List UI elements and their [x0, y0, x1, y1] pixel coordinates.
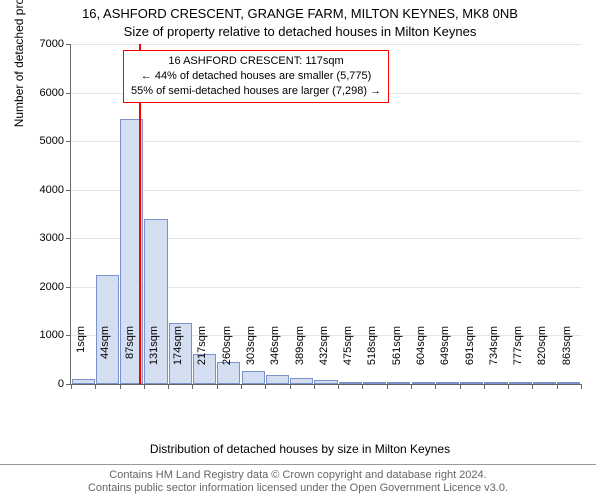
- x-tick-mark: [265, 384, 266, 389]
- x-tick-mark: [411, 384, 412, 389]
- x-tick-mark: [168, 384, 169, 389]
- x-tick-mark: [532, 384, 533, 389]
- chart-container: 16, ASHFORD CRESCENT, GRANGE FARM, MILTO…: [0, 0, 600, 500]
- gridline: [71, 190, 581, 191]
- x-tick-mark: [120, 384, 121, 389]
- x-tick-mark: [387, 384, 388, 389]
- x-tick-label: 217sqm: [196, 326, 208, 386]
- y-tick-label: 0: [24, 378, 64, 390]
- x-tick-label: 303sqm: [245, 326, 257, 386]
- y-tick-mark: [66, 190, 71, 191]
- y-tick-mark: [66, 335, 71, 336]
- x-tick-label: 87sqm: [124, 326, 136, 386]
- page-title: 16, ASHFORD CRESCENT, GRANGE FARM, MILTO…: [0, 6, 600, 21]
- x-tick-mark: [362, 384, 363, 389]
- gridline: [71, 141, 581, 142]
- annotation-line: ← 44% of detached houses are smaller (5,…: [131, 69, 381, 84]
- x-tick-label: 649sqm: [439, 326, 451, 386]
- y-tick-label: 3000: [24, 232, 64, 244]
- x-tick-mark: [241, 384, 242, 389]
- x-tick-label: 734sqm: [488, 326, 500, 386]
- y-tick-label: 1000: [24, 329, 64, 341]
- x-tick-label: 475sqm: [342, 326, 354, 386]
- x-tick-mark: [290, 384, 291, 389]
- plot-area: 1sqm 44sqm 87sqm 131sqm 174sqm 217sqm 260sqm 30…: [70, 44, 581, 385]
- x-tick-label: 777sqm: [512, 326, 524, 386]
- y-tick-mark: [66, 93, 71, 94]
- x-tick-mark: [435, 384, 436, 389]
- x-tick-label: 561sqm: [391, 326, 403, 386]
- annotation-box: 16 ASHFORD CRESCENT: 117sqm← 44% of deta…: [123, 50, 389, 103]
- x-tick-label: 604sqm: [415, 326, 427, 386]
- y-tick-mark: [66, 287, 71, 288]
- x-axis-label: Distribution of detached houses by size …: [0, 442, 600, 456]
- y-tick-mark: [66, 44, 71, 45]
- x-tick-mark: [71, 384, 72, 389]
- x-tick-label: 131sqm: [148, 326, 160, 386]
- x-tick-mark: [192, 384, 193, 389]
- x-tick-label: 432sqm: [318, 326, 330, 386]
- x-tick-label: 820sqm: [536, 326, 548, 386]
- x-tick-mark: [460, 384, 461, 389]
- y-tick-label: 2000: [24, 281, 64, 293]
- y-axis-label: Number of detached properties: [12, 0, 26, 127]
- y-tick-label: 5000: [24, 135, 64, 147]
- x-tick-label: 518sqm: [366, 326, 378, 386]
- footer-line-2: Contains public sector information licen…: [88, 482, 508, 494]
- x-tick-label: 389sqm: [294, 326, 306, 386]
- x-tick-label: 691sqm: [464, 326, 476, 386]
- y-tick-mark: [66, 238, 71, 239]
- x-tick-mark: [144, 384, 145, 389]
- footer-line-1: Contains HM Land Registry data © Crown c…: [109, 469, 486, 481]
- x-tick-label: 863sqm: [561, 326, 573, 386]
- x-tick-label: 174sqm: [172, 326, 184, 386]
- x-tick-mark: [95, 384, 96, 389]
- y-tick-label: 6000: [24, 87, 64, 99]
- x-tick-label: 346sqm: [269, 326, 281, 386]
- annotation-line: 55% of semi-detached houses are larger (…: [131, 84, 381, 99]
- x-tick-mark: [508, 384, 509, 389]
- x-tick-mark: [338, 384, 339, 389]
- footer-attribution: Contains HM Land Registry data © Crown c…: [0, 464, 596, 497]
- y-tick-mark: [66, 141, 71, 142]
- y-tick-label: 4000: [24, 184, 64, 196]
- x-tick-label: 1sqm: [75, 326, 87, 386]
- x-tick-mark: [484, 384, 485, 389]
- x-tick-label: 260sqm: [221, 326, 233, 386]
- x-tick-mark: [581, 384, 582, 389]
- annotation-line: 16 ASHFORD CRESCENT: 117sqm: [131, 54, 381, 69]
- page-subtitle: Size of property relative to detached ho…: [0, 24, 600, 39]
- y-tick-label: 7000: [24, 38, 64, 50]
- x-tick-mark: [314, 384, 315, 389]
- gridline: [71, 44, 581, 45]
- x-tick-label: 44sqm: [99, 326, 111, 386]
- x-tick-mark: [557, 384, 558, 389]
- x-tick-mark: [217, 384, 218, 389]
